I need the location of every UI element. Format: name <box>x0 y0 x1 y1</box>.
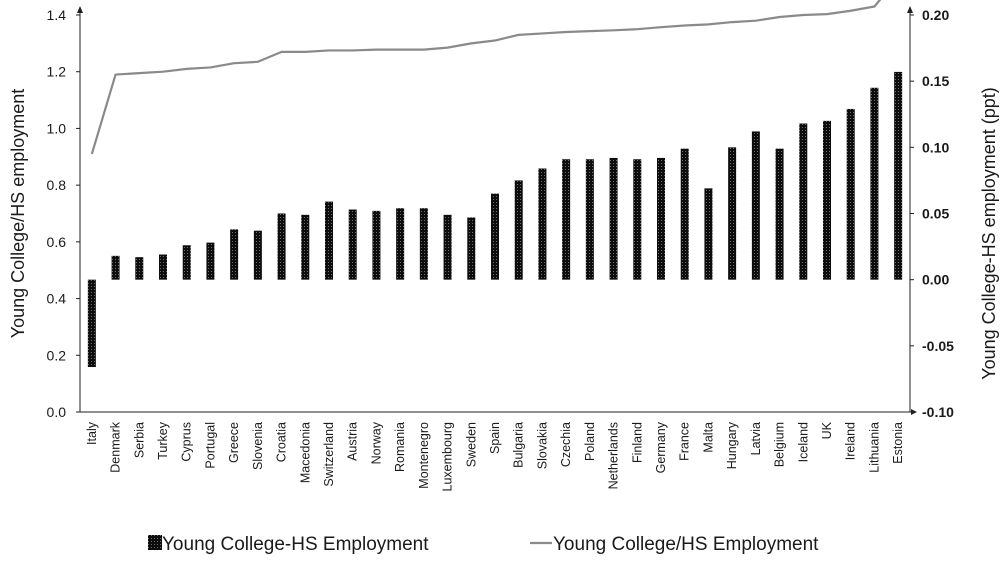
bar-macedonia <box>301 214 310 280</box>
left-tick-label: 0.2 <box>47 347 67 363</box>
left-axis-title: Young College/HS employment <box>8 89 28 339</box>
bar-romania <box>396 208 405 280</box>
x-tick-label: Austria <box>346 422 360 461</box>
x-tick-label: Poland <box>583 422 597 461</box>
x-tick-label: UK <box>820 421 834 439</box>
x-tick-label: Macedonia <box>298 422 312 483</box>
bar-slovakia <box>538 168 547 280</box>
right-tick-label: 0.05 <box>922 206 949 222</box>
bar-switzerland <box>325 201 333 280</box>
bar-slovenia <box>253 230 262 280</box>
bar-portugal <box>206 242 215 280</box>
bar-turkey <box>159 254 167 280</box>
bar-hungary <box>728 147 737 280</box>
bar-czechia <box>562 159 571 280</box>
x-tick-label: Denmark <box>109 421 123 472</box>
x-tick-label: Romania <box>393 422 407 472</box>
legend-bar-swatch <box>148 535 162 550</box>
x-tick-label: Czechia <box>559 422 573 467</box>
bar-estonia <box>894 71 903 280</box>
left-tick-label: 1.0 <box>47 120 67 136</box>
bar-iceland <box>799 123 808 280</box>
legend-bar-label: Young College-HS Employment <box>162 534 429 555</box>
bar-uk <box>823 120 831 280</box>
left-tick-label: 0.6 <box>47 234 67 250</box>
x-tick-label: Estonia <box>891 422 905 464</box>
x-tick-label: Germany <box>654 421 668 473</box>
x-tick-label: Finland <box>630 422 644 463</box>
left-tick-label: 1.4 <box>47 7 67 23</box>
bar-france <box>680 148 689 280</box>
right-tick-label: 0.00 <box>922 272 949 288</box>
bar-montenegro <box>419 208 428 280</box>
bar-serbia <box>135 257 144 280</box>
bar-germany <box>657 157 665 280</box>
x-tick-label: Serbia <box>132 422 146 458</box>
left-tick-label: 1.2 <box>47 64 67 80</box>
bar-luxembourg <box>443 214 452 280</box>
bar-ireland <box>846 108 855 280</box>
x-tick-label: Portugal <box>203 422 217 469</box>
left-tick-label: 0.4 <box>47 291 67 307</box>
bar-poland <box>585 159 594 280</box>
x-tick-label: Norway <box>369 421 383 464</box>
left-tick-label: 0.0 <box>47 404 67 420</box>
right-axis-title: Young College-HS employment (ppt) <box>979 87 999 380</box>
bar-austria <box>348 209 357 280</box>
x-tick-label: Latvia <box>749 422 763 455</box>
x-tick-label: Ireland <box>844 422 858 460</box>
right-tick-label: 0.20 <box>922 7 949 23</box>
x-tick-label: Bulgaria <box>512 422 526 468</box>
x-tick-label: Lithuania <box>867 422 881 473</box>
legend-line-label: Young College/HS Employment <box>553 534 819 555</box>
x-tick-label: Croatia <box>275 422 289 462</box>
x-tick-label: Malta <box>701 422 715 453</box>
x-tick-label: France <box>678 422 692 461</box>
bar-spain <box>491 193 499 280</box>
x-tick-label: Greece <box>227 422 241 463</box>
x-tick-label: Iceland <box>796 422 810 462</box>
bar-croatia <box>277 213 286 280</box>
bar-sweden <box>467 217 476 280</box>
x-tick-label: Netherlands <box>607 422 621 489</box>
right-tick-label: -0.10 <box>922 404 954 420</box>
bar-norway <box>372 210 381 280</box>
x-tick-label: Slovakia <box>535 422 549 469</box>
x-tick-label: Switzerland <box>322 422 336 487</box>
x-tick-label: Cyprus <box>180 422 194 462</box>
left-tick-label: 0.8 <box>47 177 67 193</box>
bar-netherlands <box>609 157 618 280</box>
x-tick-label: Belgium <box>773 422 787 467</box>
x-tick-label: Hungary <box>725 421 739 469</box>
right-tick-label: 0.10 <box>922 139 949 155</box>
x-tick-label: Italy <box>85 421 99 445</box>
bar-cyprus <box>182 245 191 280</box>
x-tick-label: Spain <box>488 422 502 454</box>
bar-latvia <box>751 131 760 280</box>
x-tick-label: Slovenia <box>251 422 265 470</box>
x-tick-label: Luxembourg <box>441 422 455 492</box>
left-axis-arrow <box>77 6 83 13</box>
bar-belgium <box>775 148 784 280</box>
bar-finland <box>633 159 642 280</box>
bar-lithuania <box>870 87 879 280</box>
right-tick-label: 0.15 <box>922 73 949 89</box>
bar-bulgaria <box>514 180 523 280</box>
bar-denmark <box>111 255 120 280</box>
bar-malta <box>704 188 713 280</box>
right-axis-arrow <box>907 6 913 13</box>
bar-italy <box>87 279 96 368</box>
x-tick-label: Turkey <box>156 421 170 459</box>
bar-greece <box>230 229 239 280</box>
right-tick-label: -0.05 <box>922 338 954 354</box>
x-tick-label: Montenegro <box>417 422 431 489</box>
line-series <box>90 0 882 155</box>
x-tick-label: Sweden <box>464 422 478 467</box>
